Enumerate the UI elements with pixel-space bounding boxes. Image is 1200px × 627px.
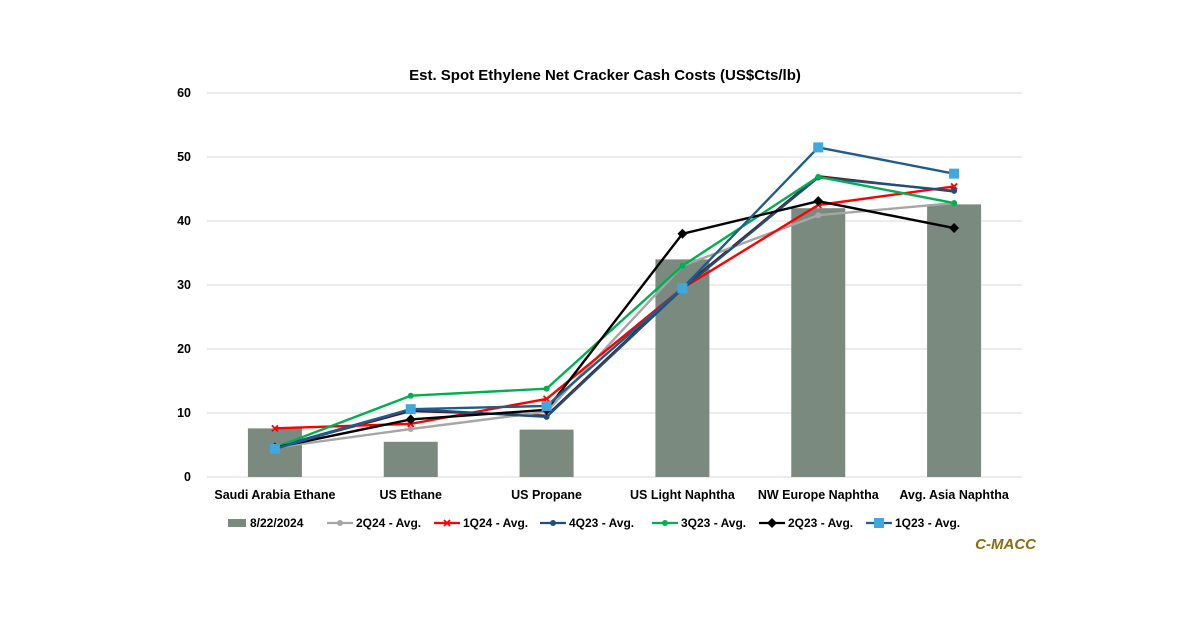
legend-label: 1Q23 - Avg. [895,516,960,530]
bar [927,204,982,478]
series-line [274,176,955,449]
legend-label: 8/22/2024 [250,516,304,530]
y-axis: 0 10 20 30 40 50 60 [177,86,191,484]
data-point [543,385,550,392]
legend-item: 1Q24 - Avg. [434,516,528,530]
data-point [950,182,958,191]
series-line [274,175,955,449]
y-tick-label: 50 [177,150,191,164]
x-tick-label: US Propane [511,488,582,502]
series-line [274,175,955,449]
series-line [274,185,955,430]
x-axis: Saudi Arabia Ethane US Ethane US Propane US… [214,488,1010,502]
series-group [274,175,955,449]
legend-swatch [228,519,246,527]
series-line [274,146,955,450]
data-point [677,283,688,294]
legend-item: 3Q23 - Avg. [652,516,746,530]
chart-title: Est. Spot Ethylene Net Cracker Cash Cost… [409,67,801,84]
data-point [407,426,414,432]
legend: 8/22/2024 2Q24 - Avg. 1Q24 - Avg. 4Q23 - Av… [228,516,960,530]
legend-label: 1Q24 - Avg. [463,516,528,530]
legend-label: 2Q23 - Avg. [788,516,853,530]
data-point [677,228,688,239]
data-point [550,520,556,526]
series-markers [269,196,960,453]
legend-item: 4Q23 - Avg. [540,516,634,530]
bar [791,208,846,477]
data-point [949,223,960,234]
y-tick-label: 0 [184,470,191,484]
legend-item: 2Q23 - Avg. [759,516,853,530]
x-tick-label: US Ethane [379,488,442,502]
data-point [874,518,884,528]
data-point [767,518,777,528]
bar [655,259,710,477]
data-point [407,392,414,399]
series-group [274,146,955,450]
x-tick-label: NW Europe Naphtha [758,488,880,502]
data-point [405,404,416,415]
series-markers [269,142,960,454]
legend-label: 2Q24 - Avg. [356,516,421,530]
legend-item: 8/22/2024 [228,516,304,530]
data-point [542,395,551,403]
data-point [813,196,824,207]
data-point [951,200,958,207]
legend-label: 3Q23 - Avg. [681,516,746,530]
line-series [269,142,960,454]
data-point [541,400,552,411]
x-tick-label: US Light Naphtha [630,488,736,502]
series-line [274,199,955,449]
data-point [679,262,686,269]
series-group [274,199,955,449]
series-line [274,201,955,449]
series-group [274,176,955,449]
data-point [543,413,550,420]
brand-label: C-MACC [975,536,1037,553]
legend-label: 4Q23 - Avg. [569,516,634,530]
data-point [951,187,958,194]
series-group [274,201,955,449]
bar [519,429,574,477]
data-point [815,212,822,219]
y-tick-label: 30 [177,278,191,292]
data-point [337,520,343,526]
data-point [269,443,280,454]
legend-item: 1Q23 - Avg. [866,516,960,530]
y-tick-label: 20 [177,342,191,356]
y-tick-label: 10 [177,406,191,420]
gridlines [207,92,1022,478]
data-point [443,519,451,527]
data-point [949,168,960,179]
data-point [271,424,279,432]
data-point [662,520,668,526]
y-tick-label: 40 [177,214,191,228]
data-point [405,414,416,425]
legend-item: 2Q24 - Avg. [327,516,421,530]
data-point [815,173,822,180]
bar [383,441,438,477]
bar-series [247,204,982,478]
series-group [274,185,955,430]
x-tick-label: Saudi Arabia Ethane [214,488,335,502]
data-point [813,142,824,153]
x-tick-label: Avg. Asia Naphtha [899,488,1010,502]
y-tick-label: 60 [177,86,191,100]
